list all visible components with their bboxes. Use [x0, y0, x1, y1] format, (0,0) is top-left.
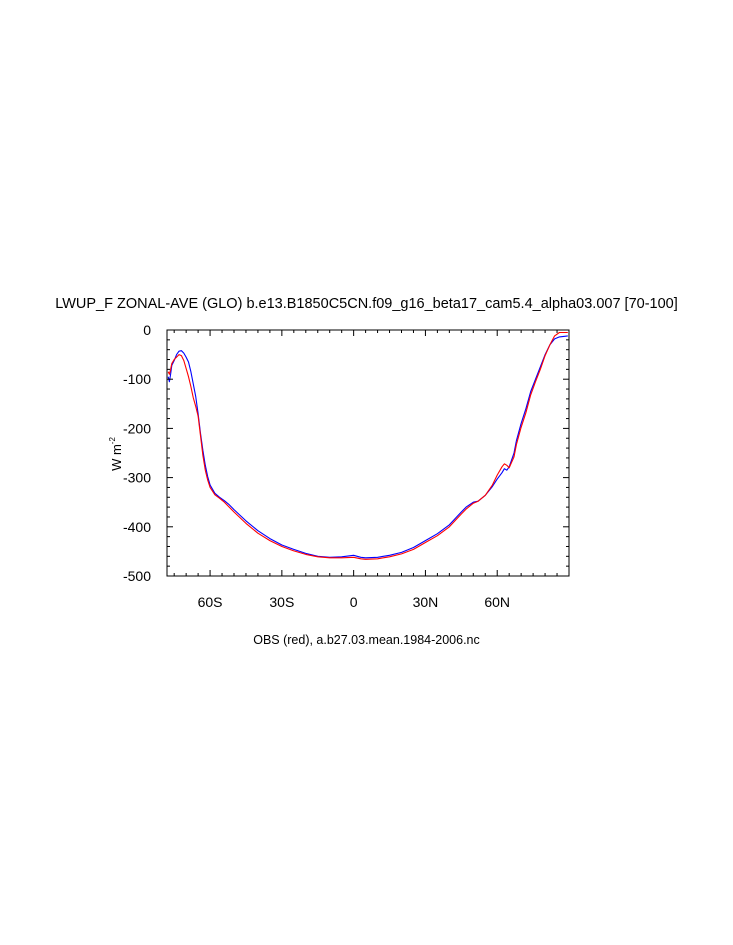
series-line-2	[167, 331, 568, 560]
y-axis-label: W m-2	[108, 437, 124, 471]
x-tick-label: 60N	[484, 594, 510, 610]
plot-lines	[167, 331, 568, 560]
y-tick-label: -200	[123, 420, 151, 436]
chart-title: LWUP_F ZONAL-AVE (GLO) b.e13.B1850C5CN.f…	[55, 296, 678, 312]
x-tick-label: 30N	[413, 594, 439, 610]
ticks	[167, 329, 569, 577]
axes	[166, 329, 570, 577]
y-tick-label: -400	[123, 519, 151, 535]
x-tick-label: 30S	[269, 594, 294, 610]
y-tick-label: -500	[123, 568, 151, 584]
chart-subtitle: OBS (red), a.b27.03.mean.1984-2006.nc	[253, 633, 480, 647]
tick-labels: 0 -100 -200 -300 -400 -500 60S 30S 0 30N 60N	[123, 322, 510, 610]
y-tick-label: 0	[143, 322, 151, 338]
x-tick-label: 0	[350, 594, 358, 610]
series-line-1	[167, 335, 568, 559]
plot-frame	[166, 329, 570, 577]
y-tick-label: -300	[123, 470, 151, 486]
x-tick-label: 60S	[198, 594, 223, 610]
y-tick-label: -100	[123, 371, 151, 387]
